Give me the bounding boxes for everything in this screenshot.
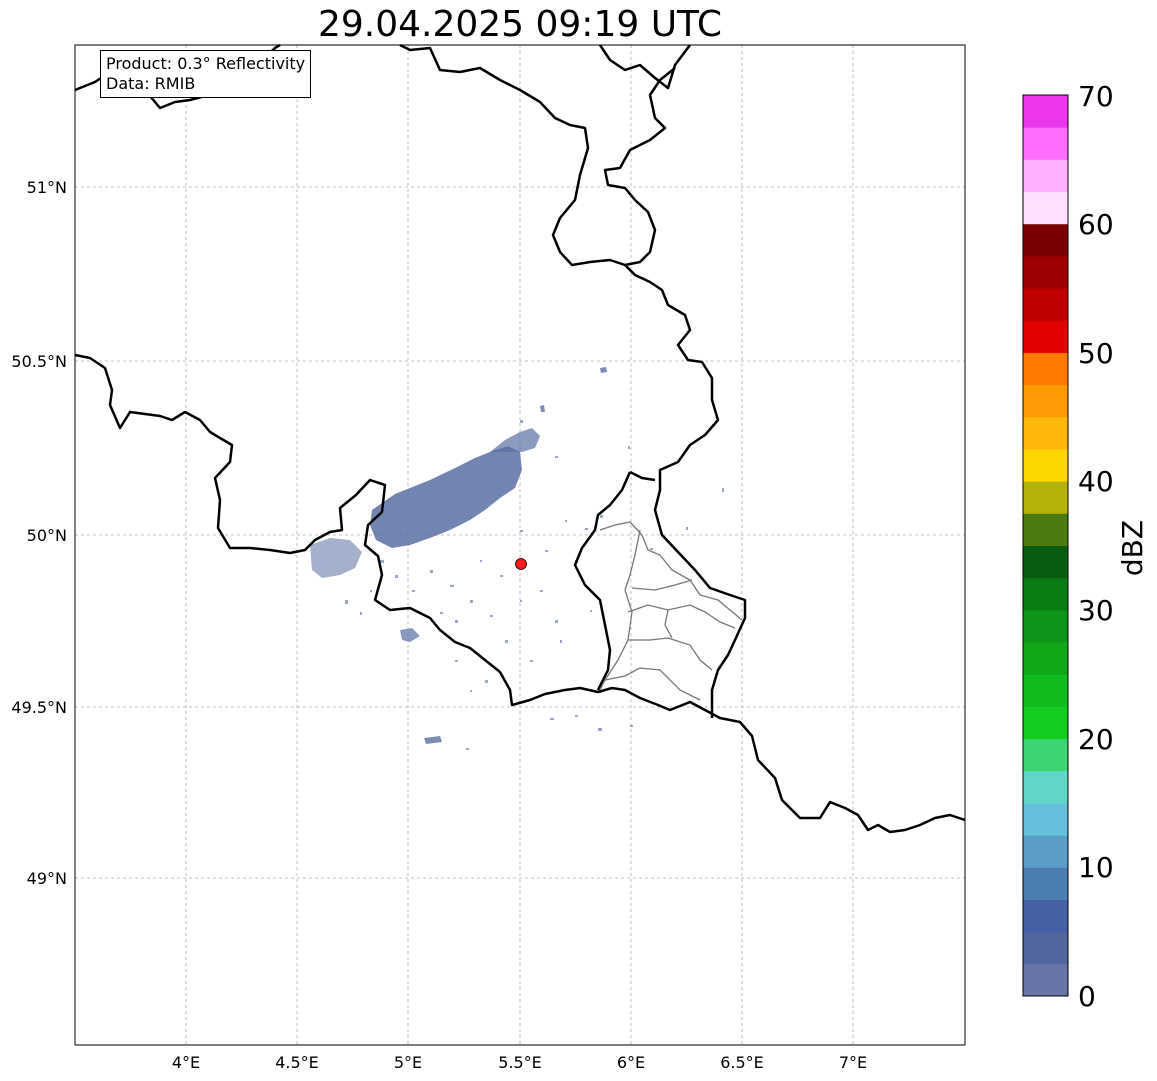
data-source-label: Data: RMIB — [106, 74, 196, 93]
colorbar-segment — [1023, 899, 1068, 933]
lon-tick-label: 7°E — [839, 1053, 867, 1072]
province-borders — [599, 521, 743, 701]
lon-tick-label: 6°E — [617, 1053, 645, 1072]
radar-site-marker[interactable] — [515, 558, 527, 570]
colorbar-tick-label: 20 — [1078, 723, 1114, 756]
colorbar-segment — [1023, 609, 1068, 643]
colorbar-segment — [1023, 448, 1068, 482]
colorbar-tick-label: 60 — [1078, 208, 1114, 241]
map-title: 29.04.2025 09:19 UTC — [317, 4, 723, 45]
colorbar-segment — [1023, 963, 1068, 997]
colorbar-segment — [1023, 738, 1068, 772]
lon-tick-label: 5.5°E — [498, 1053, 542, 1072]
colorbar-segment — [1023, 770, 1068, 804]
colorbar-tick-label: 70 — [1078, 80, 1114, 113]
colorbar-tick-label: 50 — [1078, 337, 1114, 370]
colorbar-segment — [1023, 352, 1068, 386]
lat-tick-label: 49°N — [27, 869, 67, 888]
lon-tick-label: 5°E — [394, 1053, 422, 1072]
lat-tick-label: 50°N — [27, 526, 67, 545]
info-box: Product: 0.3° Reflectivity Data: RMIB — [100, 50, 312, 98]
colorbar-segment — [1023, 384, 1068, 418]
colorbar-segment — [1023, 159, 1068, 193]
lat-tick-label: 51°N — [27, 178, 67, 197]
colorbar-segment — [1023, 802, 1068, 836]
country-borders — [74, 43, 966, 834]
colorbar-segment — [1023, 835, 1068, 868]
map-frame — [74, 44, 966, 1046]
colorbar-segment — [1023, 127, 1068, 160]
colorbar-segment — [1023, 931, 1068, 965]
colorbar — [1023, 95, 1068, 997]
colorbar-segment — [1023, 513, 1068, 546]
colorbar-segment — [1023, 545, 1068, 579]
colorbar-segment — [1023, 191, 1068, 225]
colorbar-segment — [1023, 674, 1068, 707]
colorbar-segment — [1023, 288, 1068, 321]
colorbar-segment — [1023, 416, 1068, 450]
lat-tick-label: 50.5°N — [11, 352, 67, 371]
colorbar-segment — [1023, 255, 1068, 289]
latitude-ticks: 51°N 50.5°N 50°N 49.5°N 49°N — [11, 178, 67, 888]
longitude-ticks: 4°E 4.5°E 5°E 5.5°E 6°E 6.5°E 7°E — [172, 1053, 867, 1072]
colorbar-frame — [1022, 94, 1069, 997]
colorbar-tick-label: 0 — [1078, 980, 1096, 1013]
colorbar-tick-label: 10 — [1078, 851, 1114, 884]
colorbar-segment — [1023, 95, 1068, 128]
colorbar-ticks: 0 10 20 30 40 50 60 70 — [1078, 80, 1114, 1013]
colorbar-tick-label: 30 — [1078, 594, 1114, 627]
lon-tick-label: 4.5°E — [275, 1053, 319, 1072]
lat-tick-label: 49.5°N — [11, 698, 67, 717]
colorbar-segment — [1023, 481, 1068, 514]
lon-tick-label: 4°E — [172, 1053, 200, 1072]
colorbar-segment — [1023, 642, 1068, 675]
reflectivity-echoes — [310, 367, 724, 750]
lon-tick-label: 6.5°E — [720, 1053, 764, 1072]
colorbar-segment — [1023, 706, 1068, 740]
colorbar-label: dBZ — [1116, 520, 1149, 576]
colorbar-segment — [1023, 867, 1068, 900]
colorbar-segment — [1023, 577, 1068, 611]
product-label: Product: 0.3° Reflectivity — [106, 54, 306, 73]
colorbar-tick-label: 40 — [1078, 465, 1114, 498]
colorbar-segment — [1023, 320, 1068, 353]
colorbar-segment — [1023, 223, 1068, 257]
